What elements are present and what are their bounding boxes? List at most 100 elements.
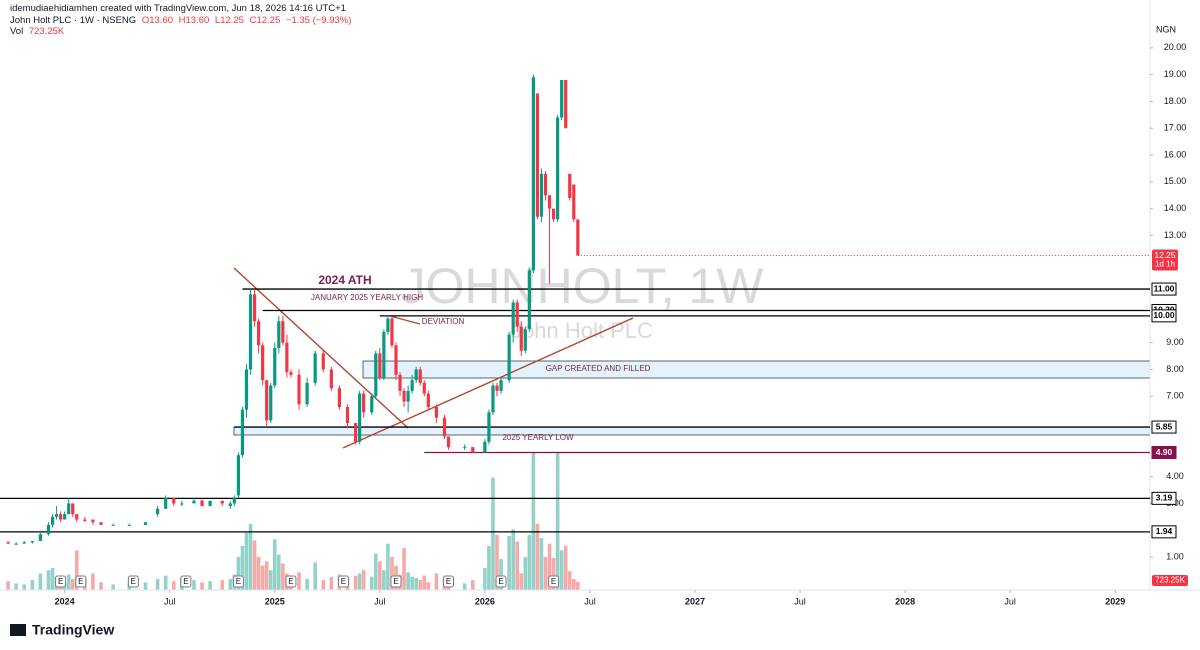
earnings-marker <box>337 575 349 588</box>
x-tick-label: 2026 <box>475 596 495 606</box>
candle-body <box>499 380 503 391</box>
x-tick-label: 2024 <box>55 596 75 606</box>
candle-body <box>59 514 63 520</box>
volume-bar <box>563 545 568 590</box>
earnings-marker <box>75 575 87 588</box>
candle-body <box>289 372 293 375</box>
earnings-marker <box>390 575 402 588</box>
volume-bar <box>491 477 495 590</box>
y-tick-label: 18.00 <box>1164 96 1187 106</box>
y-tick-label: 4.00 <box>1166 471 1184 481</box>
volume-bar <box>281 563 285 590</box>
volume-bar <box>422 575 427 590</box>
candle-body <box>257 321 261 346</box>
volume-bar <box>329 576 334 590</box>
y-tick-label: 8.00 <box>1166 364 1184 374</box>
ohlc: −1.35 (−9.93%) <box>285 14 352 26</box>
candle-body <box>442 417 447 437</box>
candle-body <box>410 380 414 391</box>
earnings-label: E <box>288 577 293 586</box>
candle-body <box>551 208 556 220</box>
volume-bar <box>386 543 390 590</box>
volume-bar <box>256 556 261 590</box>
candle-body <box>539 173 544 217</box>
candle-body <box>531 77 535 271</box>
candle-body <box>564 80 568 129</box>
candle-body <box>321 353 325 370</box>
volume-bar <box>143 582 148 590</box>
volume-bar <box>236 556 241 590</box>
volume-bar <box>248 523 253 590</box>
x-tick-label: Jul <box>374 596 386 606</box>
brand-logo <box>10 624 26 636</box>
ohlc: C12.25 <box>249 14 281 26</box>
watermark-title: JOHNHOLT, 1W <box>401 258 765 314</box>
candle-body <box>180 503 184 505</box>
y-tick-label: 7.00 <box>1166 391 1184 401</box>
volume-bar <box>240 545 245 590</box>
candle-body <box>46 524 51 535</box>
volume-value-box <box>1152 575 1188 586</box>
volume-bar <box>511 529 515 590</box>
volume-bar <box>6 581 10 590</box>
volume-bar <box>487 545 491 590</box>
earnings-marker <box>180 575 192 588</box>
earnings-marker <box>232 575 244 588</box>
candle-body <box>463 447 467 449</box>
volume-bar <box>111 584 115 590</box>
support-zone <box>233 426 1151 436</box>
trendline <box>342 317 634 449</box>
candle-body <box>358 393 362 442</box>
candle-body <box>519 326 523 351</box>
volume-bar <box>547 543 552 590</box>
volume-bar <box>555 452 560 590</box>
volume-bar <box>567 571 572 590</box>
earnings-label: E <box>341 577 346 586</box>
ohlc: O13.60 <box>141 14 173 26</box>
level-label: 3.19 <box>1156 493 1173 503</box>
candle-body <box>305 382 309 405</box>
candle-body <box>111 524 115 526</box>
candle-body <box>491 385 495 413</box>
volume-bar <box>220 580 225 590</box>
volume-bar <box>91 573 95 590</box>
volume-bar <box>406 572 410 590</box>
volume-bar <box>462 583 467 590</box>
volume-bar <box>264 561 269 590</box>
candle-body <box>547 195 552 209</box>
earnings-label: E <box>551 577 556 586</box>
last-price-box <box>1152 249 1178 271</box>
volume-bar <box>305 578 309 590</box>
candle-body <box>507 334 511 381</box>
watermark-subtitle: John Holt PLC <box>511 318 653 343</box>
annotation: 2025 YEARLY LOW <box>502 433 574 442</box>
candle-body <box>265 380 269 421</box>
volume-bar <box>576 582 580 590</box>
earnings-label: E <box>183 577 188 586</box>
candle-body <box>313 353 317 383</box>
earnings-marker <box>285 575 297 588</box>
candle-body <box>378 353 382 378</box>
volume-bar <box>543 556 548 590</box>
candle-body <box>556 117 560 220</box>
volume-bar <box>260 565 265 590</box>
volume-bar <box>499 559 503 590</box>
volume-bar <box>163 575 168 590</box>
ohlc: L12.25 <box>214 14 244 26</box>
candle-body <box>143 522 148 525</box>
candle-body <box>192 500 196 504</box>
symbol-line: John Holt PLC · 1W · NSENG O13.60 H13.60… <box>10 15 354 27</box>
volume-bar <box>252 540 257 590</box>
candle-body <box>406 390 410 402</box>
volume-bar <box>426 582 431 590</box>
candle-body <box>67 503 71 515</box>
volume-bar <box>515 541 520 590</box>
candle-body <box>127 524 131 526</box>
candle-body <box>353 423 358 442</box>
candle-body <box>155 508 160 515</box>
x-tick-label: Jul <box>794 596 806 606</box>
candle-body <box>329 369 333 389</box>
candle-body <box>382 331 386 378</box>
candle-body <box>374 353 378 397</box>
volume-bar <box>171 581 176 590</box>
